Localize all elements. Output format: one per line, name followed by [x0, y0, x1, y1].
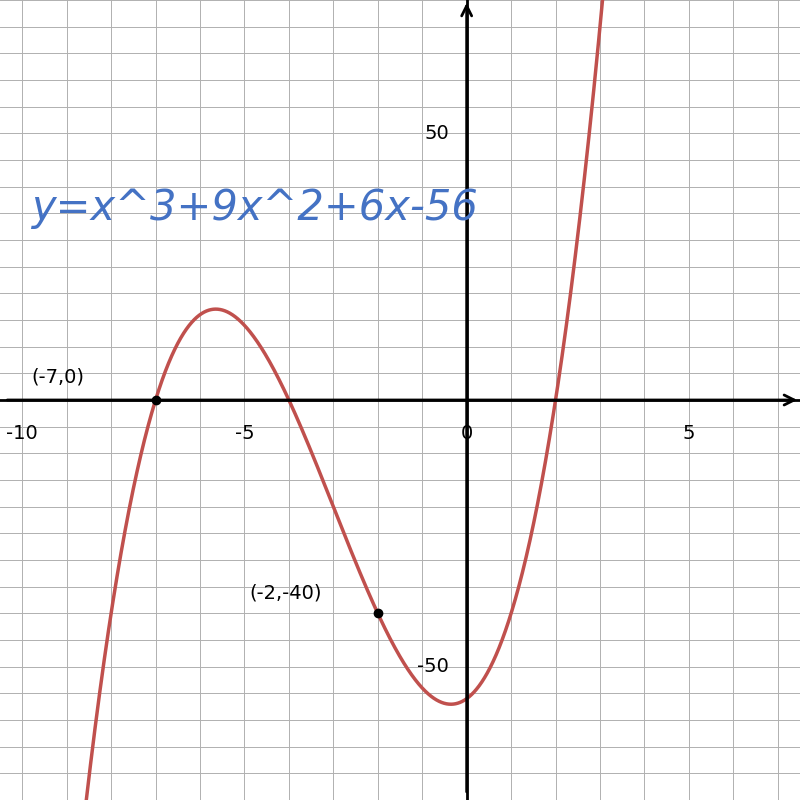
- Text: -5: -5: [234, 424, 254, 443]
- Text: (-2,-40): (-2,-40): [249, 584, 322, 602]
- Text: -10: -10: [6, 424, 38, 443]
- Text: (-7,0): (-7,0): [31, 368, 84, 386]
- Text: -50: -50: [417, 657, 449, 676]
- Text: 0: 0: [461, 424, 473, 443]
- Text: y=x^3+9x^2+6x-56: y=x^3+9x^2+6x-56: [31, 187, 478, 230]
- Text: 50: 50: [424, 124, 449, 143]
- Text: 5: 5: [682, 424, 695, 443]
